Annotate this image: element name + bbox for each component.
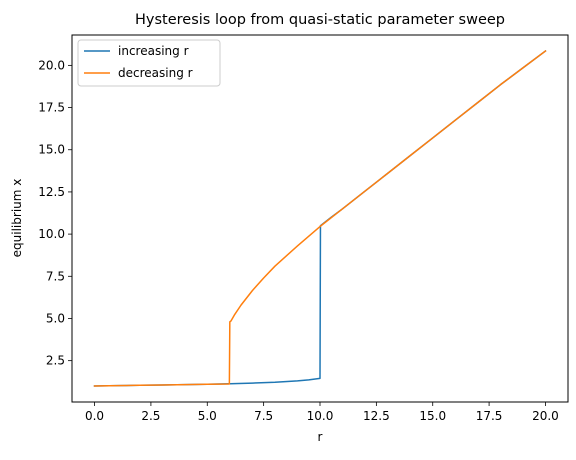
- y-tick-label: 12.5: [38, 185, 65, 199]
- legend-label-decreasing: decreasing r: [118, 66, 193, 80]
- x-tick-label: 15.0: [419, 409, 446, 423]
- y-tick-label: 5.0: [46, 311, 65, 325]
- x-tick-label: 20.0: [532, 409, 559, 423]
- y-tick-label: 10.0: [38, 227, 65, 241]
- y-tick-label: 7.5: [46, 269, 65, 283]
- y-tick-label: 17.5: [38, 101, 65, 115]
- y-tick-label: 2.5: [46, 354, 65, 368]
- x-tick-label: 0.0: [85, 409, 104, 423]
- y-tick-label: 20.0: [38, 58, 65, 72]
- x-tick-label: 12.5: [363, 409, 390, 423]
- x-tick-label: 10.0: [307, 409, 334, 423]
- legend: increasing r decreasing r: [77, 39, 221, 87]
- x-tick-label: 17.5: [476, 409, 503, 423]
- legend-box: [77, 39, 221, 87]
- y-tick-label: 15.0: [38, 143, 65, 157]
- y-axis-label: equilibrium x: [10, 179, 24, 258]
- x-tick-label: 2.5: [141, 409, 160, 423]
- legend-label-increasing: increasing r: [118, 44, 189, 58]
- x-tick-label: 5.0: [198, 409, 217, 423]
- x-tick-label: 7.5: [254, 409, 273, 423]
- series-line-decreasing: [93, 49, 547, 387]
- chart-title: Hysteresis loop from quasi-static parame…: [135, 12, 505, 28]
- x-axis-label: r: [318, 430, 323, 444]
